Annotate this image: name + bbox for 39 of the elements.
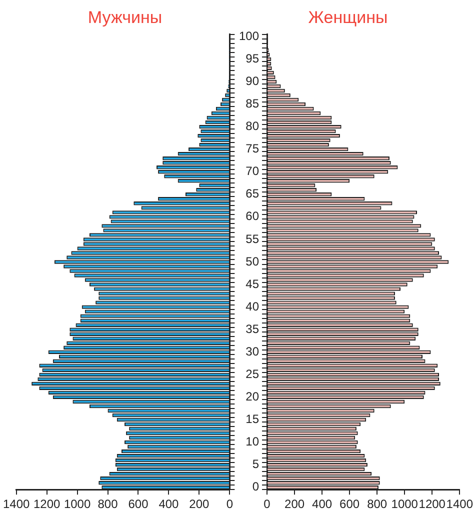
y-tick-label: 25 — [246, 366, 260, 381]
x-tick-label: 1000 — [391, 497, 418, 512]
chart-title: Мужчины — [88, 8, 162, 27]
y-tick-label: 90 — [246, 74, 260, 88]
x-tick-label: 1400 — [446, 497, 474, 512]
y-tick-label: 70 — [246, 164, 260, 178]
chart-title: Женщины — [308, 8, 388, 27]
y-tick-label: 45 — [246, 276, 260, 291]
y-tick-label: 50 — [246, 254, 260, 268]
x-tick-label: 800 — [367, 497, 388, 512]
y-tick-label: 65 — [246, 186, 260, 201]
y-tick-label: 75 — [246, 142, 260, 156]
y-tick-label: 20 — [246, 390, 260, 404]
x-tick-label: 1000 — [64, 497, 91, 512]
x-tick-label: 1200 — [33, 497, 60, 512]
y-tick-label: 60 — [246, 209, 260, 224]
y-tick-label: 35 — [246, 322, 260, 336]
x-tick-label: 1400 — [2, 497, 30, 512]
x-tick-label: 0 — [264, 497, 271, 512]
x-tick-label: 0 — [226, 497, 234, 512]
y-tick-label: 100 — [238, 28, 260, 43]
y-tick-label: 0 — [252, 480, 260, 494]
x-tick-label: 200 — [284, 497, 305, 512]
x-tick-label: 400 — [158, 497, 180, 512]
y-tick-label: 10 — [246, 434, 260, 449]
y-tick-label: 95 — [246, 52, 260, 66]
y-tick-label: 5 — [252, 457, 260, 472]
x-tick-label: 600 — [340, 497, 360, 512]
y-tick-label: 85 — [246, 96, 260, 111]
y-tick-label: 15 — [246, 412, 260, 426]
x-tick-label: 600 — [128, 497, 149, 512]
y-tick-label: 80 — [246, 119, 260, 134]
y-tick-label: 30 — [246, 344, 260, 358]
x-tick-label: 400 — [312, 497, 332, 512]
x-tick-label: 200 — [189, 497, 210, 512]
x-tick-label: 800 — [98, 497, 118, 512]
y-tick-label: 55 — [246, 232, 260, 246]
y-tick-label: 40 — [246, 299, 260, 314]
x-tick-label: 1200 — [418, 497, 446, 512]
